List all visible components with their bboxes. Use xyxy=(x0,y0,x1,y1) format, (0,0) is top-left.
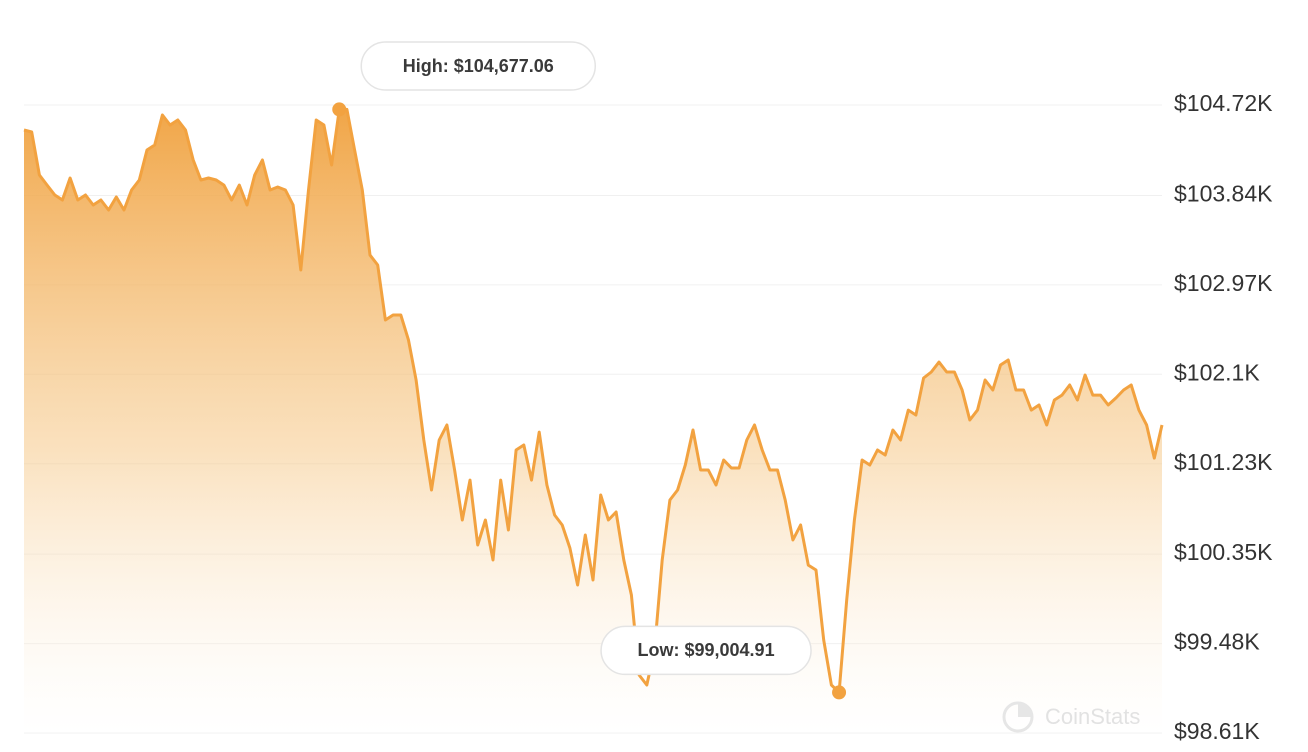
y-tick-label: $102.1K xyxy=(1174,359,1260,385)
watermark-icon xyxy=(1018,703,1032,717)
extreme-marker xyxy=(832,685,847,700)
area xyxy=(24,109,1162,733)
plot xyxy=(23,107,1164,733)
y-tick-label: $104.72K xyxy=(1174,90,1273,116)
extreme-marker xyxy=(332,102,347,117)
y-tick-label: $102.97K xyxy=(1174,270,1273,296)
annotation-box xyxy=(360,41,597,91)
watermark-text: CoinStats xyxy=(1045,704,1140,729)
y-tick-label: $101.23K xyxy=(1174,449,1273,475)
y-tick-label: $99.48K xyxy=(1174,629,1260,655)
y-tick-label: $100.35K xyxy=(1174,539,1273,565)
annotation-text: High: $104,677.06 xyxy=(403,56,554,76)
annotations: High: $104,677.06 Low: $99,004.91 xyxy=(332,41,847,700)
price-line xyxy=(23,107,1164,694)
grid: $98.61K $99.48K $100.35K $101.23K $102.1K $10… xyxy=(24,90,1273,744)
annotation-text: Low: $99,004.91 xyxy=(638,640,775,660)
y-tick-label: $103.84K xyxy=(1174,181,1273,207)
y-tick-label: $98.61K xyxy=(1174,718,1260,744)
annotation-box xyxy=(600,625,812,676)
watermark: CoinStats xyxy=(1002,701,1140,733)
